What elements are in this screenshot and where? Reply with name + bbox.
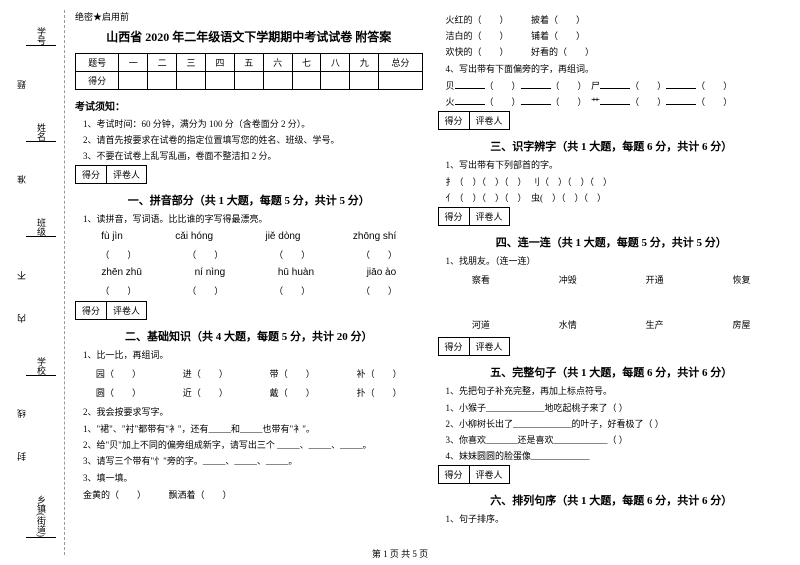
sidebar-mark: 题	[15, 80, 56, 89]
question: 1、比一比，再组词。	[75, 348, 423, 361]
radical-row: 火（ ）（ ） 艹（ ）（ ）	[438, 95, 786, 108]
score-box: 得分评卷人	[75, 165, 147, 184]
fill-item: 2、给"贝"加上不同的偏旁组成新字，请写出三个 _____、_____、____…	[75, 438, 423, 451]
question: 1、先把句子补充完整，再加上标点符号。	[438, 384, 786, 397]
section-title: 四、连一连（共 1 大题，每题 5 分，共计 5 分）	[438, 234, 786, 250]
sentence: 1、小猴子_____________地吃起桃子来了（ ）	[438, 401, 786, 414]
right-column: 火红的（ ） 披着（ ） 洁白的（ ） 铺着（ ） 欢快的（ ） 好看的（ ） …	[438, 10, 786, 555]
section-title: 三、识字辨字（共 1 大题，每题 6 分，共计 6 分）	[438, 138, 786, 154]
sidebar-sch: 学校	[15, 357, 56, 376]
section-title: 五、完整句子（共 1 大题，每题 6 分，共计 6 分）	[438, 364, 786, 380]
sidebar-class: 班级	[15, 218, 56, 237]
secret-label: 绝密★启用前	[75, 10, 423, 23]
sidebar-school: 学号	[15, 27, 56, 46]
fill-row: 洁白的（ ） 铺着（ ）	[438, 29, 786, 42]
page-footer: 第 1 页 共 5 页	[372, 547, 428, 560]
table-row: 题号一二三四五六七八九总分	[76, 54, 423, 72]
pinyin-row: fù jìncǎi hóngjiě dòngzhōng shí	[75, 231, 423, 242]
question: 2、我会按要求写字。	[75, 405, 423, 418]
question: 4、写出带有下面偏旁的字，再组词。	[438, 62, 786, 75]
connect-row: 河道水情生产房屋	[438, 318, 786, 331]
notice-title: 考试须知：	[75, 98, 423, 113]
question: 1、读拼音，写词语。比比谁的字写得最漂亮。	[75, 212, 423, 225]
main-content: 绝密★启用前 山西省 2020 年二年级语文下学期期中考试试卷 附答案 题号一二…	[65, 10, 785, 555]
fill-row: 火红的（ ） 披着（ ）	[438, 13, 786, 26]
radical-row: 贝（ ）（ ） 尸（ ）（ ）	[438, 79, 786, 92]
section-title: 一、拼音部分（共 1 大题，每题 5 分，共计 5 分）	[75, 192, 423, 208]
score-table: 题号一二三四五六七八九总分 得分	[75, 53, 423, 90]
question: 3、填一填。	[75, 471, 423, 484]
part-row: 亻（ ）（ ）（ ） 虫( ）（ ）（ ）	[438, 191, 786, 204]
fill-row: 欢快的（ ） 好看的（ ）	[438, 45, 786, 58]
page-container: 学号 题 姓名 准 班级 不 内 学校 线 封 乡镇(街道) 绝密★启用前 山西…	[0, 0, 800, 565]
sentence: 4、妹妹圆圆的脸蛋像_____________	[438, 449, 786, 462]
part-row: 扌（ ）（ ）（ ） 刂（ ）（ ）（ ）	[438, 175, 786, 188]
fill-row: 金黄的（ ） 飘洒着（ ）	[75, 488, 423, 501]
sentence: 3、你喜欢_______还是喜欢____________（ ）	[438, 433, 786, 446]
score-box: 得分评卷人	[438, 465, 510, 484]
sentence: 2、小柳树长出了_____________的叶子，好看极了（ ）	[438, 417, 786, 430]
sidebar-mark: 准	[15, 175, 56, 184]
section-title: 二、基础知识（共 4 大题，每题 5 分，共计 20 分）	[75, 328, 423, 344]
fill-item: 1、"裙"、"衬"都带有"衤"，还有_____和_____也带有"衤"。	[75, 422, 423, 435]
question: 1、句子排序。	[438, 512, 786, 525]
binding-sidebar: 学号 题 姓名 准 班级 不 内 学校 线 封 乡镇(街道)	[15, 10, 65, 555]
sidebar-name: 姓名	[15, 123, 56, 142]
char-row: 园（ ）进（ ）带（ ）补（ ）	[75, 367, 423, 380]
sidebar-mark: 不	[15, 271, 56, 280]
question: 1、写出带有下列部首的字。	[438, 158, 786, 171]
table-row: 得分	[76, 72, 423, 90]
sidebar-town: 乡镇(街道)	[15, 495, 56, 538]
char-row: 圆（ ）近（ ）戴（ ）扑（ ）	[75, 386, 423, 399]
score-box: 得分评卷人	[438, 111, 510, 130]
section-title: 六、排列句序（共 1 大题，每题 6 分，共计 6 分）	[438, 492, 786, 508]
notice-item: 3、不要在试卷上乱写乱画，卷面不整洁扣 2 分。	[75, 149, 423, 162]
left-column: 绝密★启用前 山西省 2020 年二年级语文下学期期中考试试卷 附答案 题号一二…	[75, 10, 423, 555]
question: 1、找朋友。（连一连）	[438, 254, 786, 267]
notice-item: 2、请首先按要求在试卷的指定位置填写您的姓名、班级、学号。	[75, 133, 423, 146]
sidebar-mark: 线	[15, 409, 56, 418]
connect-row: 察看冲毁开通恢复	[438, 273, 786, 286]
fill-item: 3、请写三个带有"忄"旁的字。_____、_____、_____。	[75, 454, 423, 467]
score-box: 得分评卷人	[75, 301, 147, 320]
sidebar-mark: 内	[15, 314, 56, 323]
score-box: 得分评卷人	[438, 207, 510, 226]
pinyin-row: zhēn zhūní nìnghū huànjiāo ào	[75, 267, 423, 278]
score-box: 得分评卷人	[438, 337, 510, 356]
exam-title: 山西省 2020 年二年级语文下学期期中考试试卷 附答案	[75, 28, 423, 45]
bracket-row: （ ）（ ）（ ）（ ）	[75, 248, 423, 261]
sidebar-mark: 封	[15, 452, 56, 461]
notice-item: 1、考试时间：60 分钟，满分为 100 分（含卷面分 2 分）。	[75, 117, 423, 130]
bracket-row: （ ）（ ）（ ）（ ）	[75, 284, 423, 297]
